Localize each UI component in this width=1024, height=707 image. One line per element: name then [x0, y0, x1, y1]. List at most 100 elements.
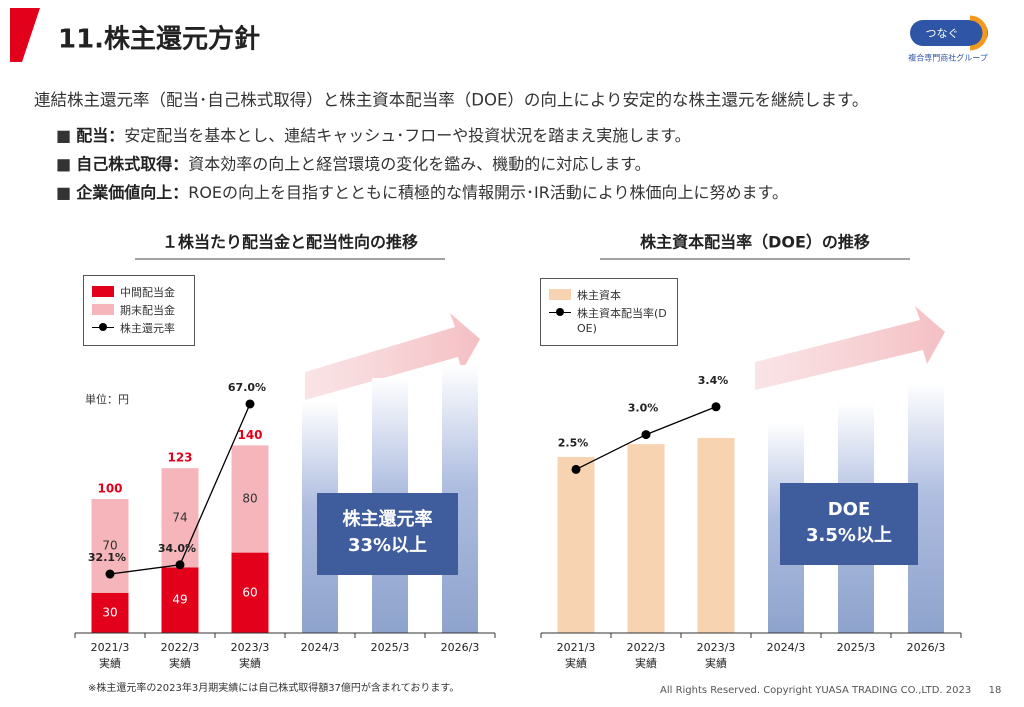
unit-label: 単位：円 — [85, 392, 129, 406]
line-point — [175, 560, 185, 570]
bullet-term: 企業価値向上： — [75, 183, 188, 202]
chart-title: １株当たり配当金と配当性向の推移 — [162, 233, 418, 252]
x-tick-sublabel: 実績 — [169, 656, 191, 670]
total-label: 100 — [97, 482, 122, 496]
legend-swatch — [92, 304, 114, 315]
trend-arrow — [305, 313, 480, 400]
footnote: All Rights Reserved. Copyright YUASA TRA… — [660, 685, 971, 696]
data-label: 2.5% — [558, 436, 589, 449]
callout-box — [317, 493, 458, 575]
x-tick-label: 2023/3 — [697, 641, 736, 654]
bullet: ■ 配当：安定配当を基本とし、連結キャッシュ･フローや投資状況を踏まえ実施します… — [56, 126, 691, 145]
x-tick-label: 2024/3 — [767, 641, 806, 654]
x-tick-label: 2021/3 — [557, 641, 596, 654]
line-point — [641, 430, 651, 440]
x-tick-label: 2024/3 — [301, 641, 340, 654]
data-label: 74 — [172, 510, 187, 524]
bullet-marker: ■ — [56, 183, 76, 202]
logo-arc — [969, 15, 988, 51]
legend-label: 中間配当金 — [120, 286, 175, 299]
x-tick-label: 2022/3 — [161, 641, 200, 654]
callout-text: DOE — [828, 499, 871, 520]
bar — [557, 456, 595, 633]
data-label: 67.0% — [228, 381, 266, 394]
legend: 株主資本株主資本配当率(DOE) — [540, 278, 678, 346]
data-label: 32.1% — [88, 551, 126, 564]
legend-swatch — [92, 286, 114, 297]
bar — [91, 592, 129, 633]
intro: 連結株主還元率（配当･自己株式取得）と株主資本配当率（DOE）の向上により安定的… — [34, 91, 868, 110]
legend-label: 株主資本 — [577, 289, 621, 302]
x-tick-label: 2026/3 — [441, 641, 480, 654]
bar — [161, 567, 199, 633]
x-tick-sublabel: 実績 — [565, 656, 587, 670]
total-label: 123 — [167, 451, 192, 465]
data-label: 60 — [242, 585, 257, 599]
callout-text: 33%以上 — [348, 535, 427, 556]
data-label: 80 — [242, 492, 257, 506]
bullet: ■ 企業価値向上：ROEの向上を目指すとともに積極的な情報開示･IR活動により株… — [56, 183, 788, 202]
x-tick-sublabel: 実績 — [239, 656, 261, 670]
x-tick-label: 2023/3 — [231, 641, 270, 654]
bar — [627, 444, 665, 633]
chart-title: 株主資本配当率（DOE）の推移 — [640, 233, 870, 252]
page-number: 18 — [989, 685, 1002, 696]
bullet-text: ROEの向上を目指すとともに積極的な情報開示･IR活動により株価向上に努めます。 — [188, 183, 788, 202]
bullet-term: 自己株式取得： — [76, 154, 188, 173]
bullet-text: 資本効率の向上と経営環境の変化を鑑み、機動的に対応します。 — [188, 154, 650, 173]
trend-arrow — [755, 306, 945, 390]
legend-item: 株主資本配当率(DOE) — [549, 306, 669, 336]
legend-item: 期末配当金 — [92, 303, 186, 318]
x-tick-label: 2025/3 — [837, 641, 876, 654]
data-label: 49 — [172, 593, 187, 607]
bullet-term: 配当： — [76, 126, 124, 145]
x-tick-sublabel: 実績 — [99, 656, 121, 670]
callout-box — [780, 483, 918, 565]
legend-dot — [556, 308, 564, 316]
legend-label: 株主資本配当率(DOE) — [577, 307, 667, 335]
data-label: 30 — [102, 605, 117, 619]
legend-item: 株主還元率 — [92, 321, 186, 336]
logo — [910, 20, 988, 46]
page-title: 11.株主還元方針 — [58, 24, 260, 55]
line-point — [245, 399, 255, 409]
x-tick-sublabel: 実績 — [705, 656, 727, 670]
footnote: ※株主還元率の2023年3月期実績には自己株式取得額37億円が含まれております。 — [88, 681, 459, 694]
logo-caption: 複合専門商社グループ — [908, 53, 988, 63]
legend-item: 株主資本 — [549, 288, 669, 303]
logo-text: つなぐ — [926, 27, 959, 40]
x-tick-label: 2021/3 — [91, 641, 130, 654]
bullet-text: 安定配当を基本とし、連結キャッシュ･フローや投資状況を踏まえ実施します。 — [124, 126, 690, 145]
bar — [231, 445, 269, 553]
x-tick-label: 2022/3 — [627, 641, 666, 654]
bullet-marker: ■ — [56, 126, 76, 145]
bullet-marker: ■ — [56, 154, 76, 173]
legend-dot — [99, 323, 107, 331]
header-accent — [10, 8, 40, 62]
data-label: 3.4% — [698, 374, 729, 387]
line-point — [571, 464, 581, 474]
bar — [697, 437, 735, 633]
line-point — [105, 569, 115, 579]
legend-label: 株主還元率 — [120, 322, 175, 335]
legend-swatch — [549, 289, 571, 300]
callout-text: 株主還元率 — [343, 508, 433, 530]
legend: 中間配当金期末配当金株主還元率 — [83, 275, 195, 346]
legend-item: 中間配当金 — [92, 285, 186, 300]
x-tick-sublabel: 実績 — [635, 656, 657, 670]
bar — [161, 468, 199, 568]
line-point — [711, 402, 721, 412]
legend-swatch — [549, 307, 571, 318]
data-label: 34.0% — [158, 542, 196, 555]
callout-text: 3.5%以上 — [806, 525, 892, 546]
legend-swatch — [92, 322, 114, 333]
bar — [231, 552, 269, 633]
x-tick-label: 2025/3 — [371, 641, 410, 654]
total-label: 140 — [237, 428, 262, 442]
bullet: ■ 自己株式取得：資本効率の向上と経営環境の変化を鑑み、機動的に対応します。 — [56, 154, 651, 173]
data-label: 70 — [102, 538, 117, 552]
legend-label: 期末配当金 — [120, 304, 175, 317]
x-tick-label: 2026/3 — [907, 641, 946, 654]
